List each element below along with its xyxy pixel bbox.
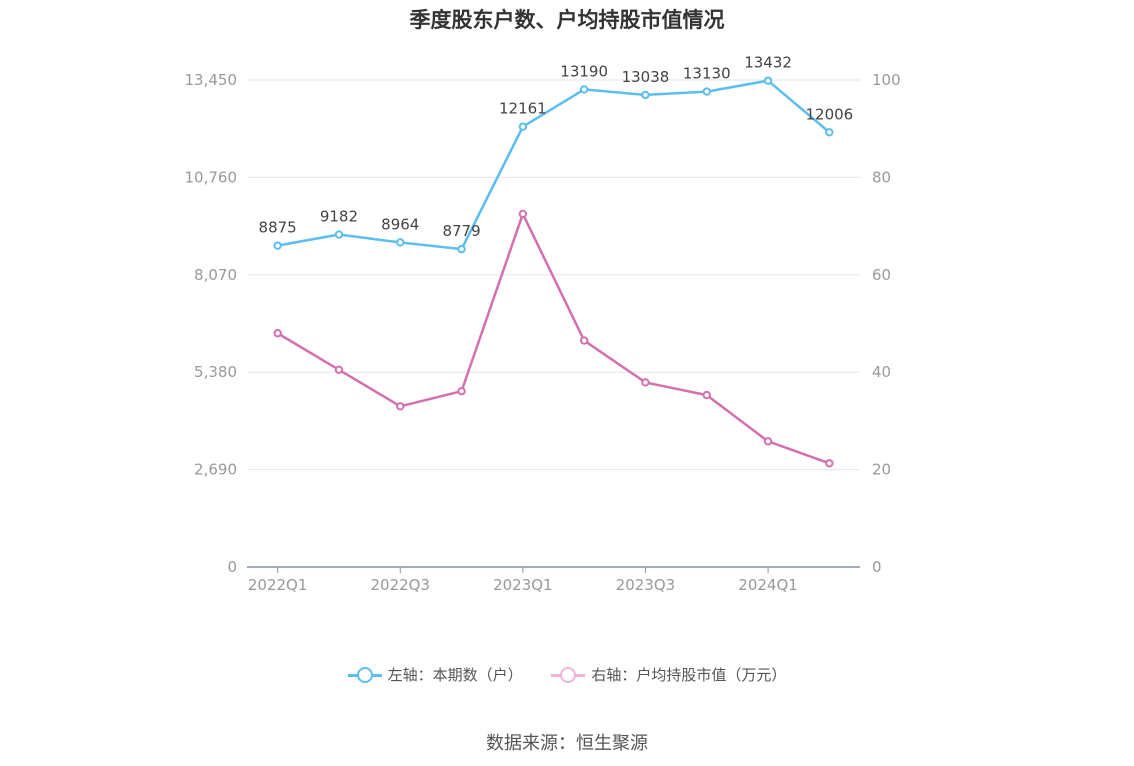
right-axis-tick-label: 100	[872, 71, 901, 89]
legend-swatch-right	[551, 666, 586, 684]
data-label: 8875	[259, 219, 297, 237]
data-label: 13038	[622, 68, 670, 86]
right-axis-tick-label: 0	[872, 558, 882, 576]
left-axis-tick-label: 2,690	[194, 461, 237, 479]
data-point-left	[334, 230, 344, 239]
series-line-left	[277, 79, 831, 251]
series-line-right	[277, 212, 830, 465]
data-point-right	[457, 386, 466, 396]
left-axis-tick-label: 13,450	[185, 71, 238, 89]
data-point-left	[457, 244, 466, 254]
data-point-right	[334, 365, 344, 374]
data-point-right	[825, 459, 834, 468]
data-point-left	[825, 128, 834, 137]
x-axis-tick-label: 2022Q3	[370, 576, 430, 594]
data-point-left	[702, 87, 711, 96]
data-label: 8779	[442, 222, 480, 240]
data-label: 13432	[744, 54, 792, 72]
legend: 左轴：本期数（户） 右轴：户均持股市值（万元）	[0, 664, 1134, 688]
data-label: 8964	[381, 215, 419, 233]
x-axis-tick-label: 2023Q1	[493, 576, 553, 594]
chart-title: 季度股东户数、户均持股市值情况	[409, 8, 725, 32]
data-label: 12161	[499, 100, 547, 118]
source-note: 数据来源：恒生聚源	[486, 733, 648, 754]
x-axis-tick-label: 2023Q3	[616, 576, 676, 594]
left-axis-tick-label: 10,760	[185, 168, 238, 186]
data-point-right	[396, 402, 405, 411]
legend-label-right: 右轴：户均持股市值（万元）	[591, 666, 787, 684]
data-label: 13190	[560, 62, 608, 80]
data-point-right	[641, 378, 650, 387]
data-point-left	[518, 122, 528, 131]
data-label: 12006	[805, 105, 853, 123]
data-point-right	[518, 209, 528, 219]
left-axis-tick-label: 5,380	[194, 363, 237, 381]
left-axis-tick-label: 0	[227, 558, 237, 576]
legend-item-right[interactable]: 右轴：户均持股市值（万元）	[551, 664, 786, 685]
data-point-left	[579, 85, 589, 94]
x-axis-tick-label: 2022Q1	[248, 576, 308, 594]
data-point-right	[763, 437, 773, 446]
data-point-left	[273, 241, 282, 250]
data-point-left	[763, 76, 773, 85]
right-axis-tick-label: 40	[872, 363, 891, 381]
legend-label-left: 左轴：本期数（户）	[387, 666, 523, 684]
line-chart: 0 2,690 5,380 8,070 10,760 13,450 0 20 40 60 80 100…	[185, 54, 901, 594]
data-label: 13130	[683, 65, 731, 83]
data-point-right	[579, 336, 589, 345]
right-axis-tick-label: 20	[872, 461, 891, 479]
left-axis-tick-label: 8,070	[194, 266, 237, 284]
data-point-left	[396, 238, 405, 247]
legend-swatch-left	[347, 666, 382, 684]
legend-item-left[interactable]: 左轴：本期数（户）	[347, 664, 523, 685]
right-axis-tick-label: 80	[872, 168, 891, 186]
right-axis-tick-label: 60	[872, 266, 891, 284]
x-axis-tick-label: 2024Q1	[738, 576, 798, 594]
data-point-right	[702, 390, 711, 400]
data-point-right	[273, 329, 282, 338]
data-label: 9182	[320, 208, 358, 226]
data-point-left	[641, 90, 650, 100]
